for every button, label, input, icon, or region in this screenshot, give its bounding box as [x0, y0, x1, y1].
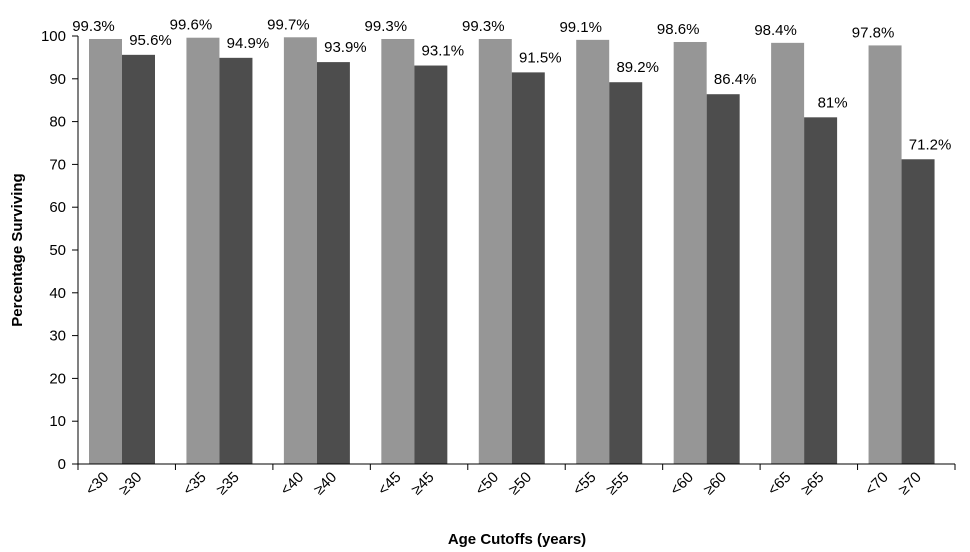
x-tick-label: <70	[862, 469, 892, 499]
x-tick-label: <35	[180, 469, 210, 499]
x-tick-label: <30	[82, 469, 112, 499]
bar-value-label: 97.8%	[852, 24, 895, 41]
y-axis: 0 10 20 30 40 50 60 70 80 90 100	[41, 28, 78, 473]
bar-below	[283, 37, 317, 465]
x-tick-label: ≥55	[603, 469, 633, 499]
bar-below	[673, 41, 707, 464]
y-tick-label: 20	[49, 370, 66, 387]
y-tick-label: 90	[49, 71, 66, 88]
bar-at-or-above	[414, 65, 448, 465]
y-tick-label: 30	[49, 328, 66, 345]
x-tick-label: ≥50	[505, 469, 535, 499]
bar-value-label: 93.9%	[324, 39, 367, 56]
bar-below	[381, 38, 415, 464]
bar-value-label: 99.7%	[267, 16, 310, 33]
y-axis-title: Percentage Surviving	[9, 173, 26, 326]
bar-value-label: 98.4%	[754, 22, 797, 39]
x-tick-label: <60	[667, 469, 697, 499]
x-tick-label: ≥30	[116, 469, 146, 499]
bar-below	[186, 37, 220, 464]
bar-value-label: 71.2%	[909, 136, 952, 153]
bar-at-or-above	[219, 57, 253, 464]
x-tick-label: ≥60	[700, 469, 730, 499]
x-tick-label: <55	[570, 469, 600, 499]
bar-below	[771, 42, 805, 465]
y-tick-label: 70	[49, 156, 66, 173]
bar-at-or-above	[804, 117, 838, 464]
bar-value-label: 91.5%	[519, 49, 562, 66]
bar-value-label: 94.9%	[227, 35, 270, 52]
x-axis: <30 ≥30 <35 ≥35 <40 ≥40 <45 ≥45 <50 ≥50 <55 ≥55 <60 ≥…	[77, 464, 956, 499]
bar-value-label: 99.1%	[559, 19, 602, 36]
data-labels-layer: 99.3% 95.6%99.6% 94.9% 99.7% 93.9% 99.3% 93.1%…	[72, 16, 951, 153]
bar-value-label: 81%	[818, 94, 848, 111]
x-tick-label: <50	[472, 469, 502, 499]
x-tick-label: <65	[764, 469, 794, 499]
x-tick-label: ≥65	[798, 469, 828, 499]
x-tick-label: ≥45	[408, 469, 438, 499]
y-tick-label: 100	[41, 28, 66, 45]
x-tick-label: ≥35	[213, 469, 243, 499]
y-tick-label: 0	[58, 456, 66, 473]
bar-below	[576, 39, 610, 465]
x-tick-label: ≥70	[895, 469, 925, 499]
bar-value-label: 99.3%	[72, 18, 115, 35]
bar-at-or-above	[316, 62, 350, 464]
bar-value-label: 89.2%	[616, 59, 659, 76]
bar-value-label: 95.6%	[129, 32, 172, 49]
y-tick-label: 80	[49, 114, 66, 131]
y-tick-label: 60	[49, 199, 66, 216]
bar-value-label: 86.4%	[714, 71, 757, 88]
bar-below	[868, 45, 902, 464]
bar-at-or-above	[609, 82, 643, 464]
bar-below	[478, 38, 512, 464]
x-tick-label: <40	[277, 469, 307, 499]
bars-layer	[89, 37, 935, 465]
x-tick-label: ≥40	[311, 469, 341, 499]
x-axis-title: Age Cutoffs (years)	[448, 531, 586, 548]
bar-value-label: 99.3%	[462, 18, 505, 35]
y-tick-label: 40	[49, 285, 66, 302]
bar-value-label: 93.1%	[422, 43, 465, 60]
bar-value-label: 99.3%	[365, 18, 408, 35]
bar-at-or-above	[122, 54, 155, 464]
x-tick-label: <45	[375, 469, 405, 499]
y-tick-label: 50	[49, 242, 66, 259]
y-tick-label: 10	[49, 413, 66, 430]
bar-at-or-above	[706, 94, 740, 464]
bar-below	[89, 38, 122, 464]
bar-value-label: 99.6%	[170, 17, 213, 34]
bar-at-or-above	[901, 159, 935, 465]
bar-at-or-above	[511, 72, 545, 464]
bar-value-label: 98.6%	[657, 21, 700, 38]
